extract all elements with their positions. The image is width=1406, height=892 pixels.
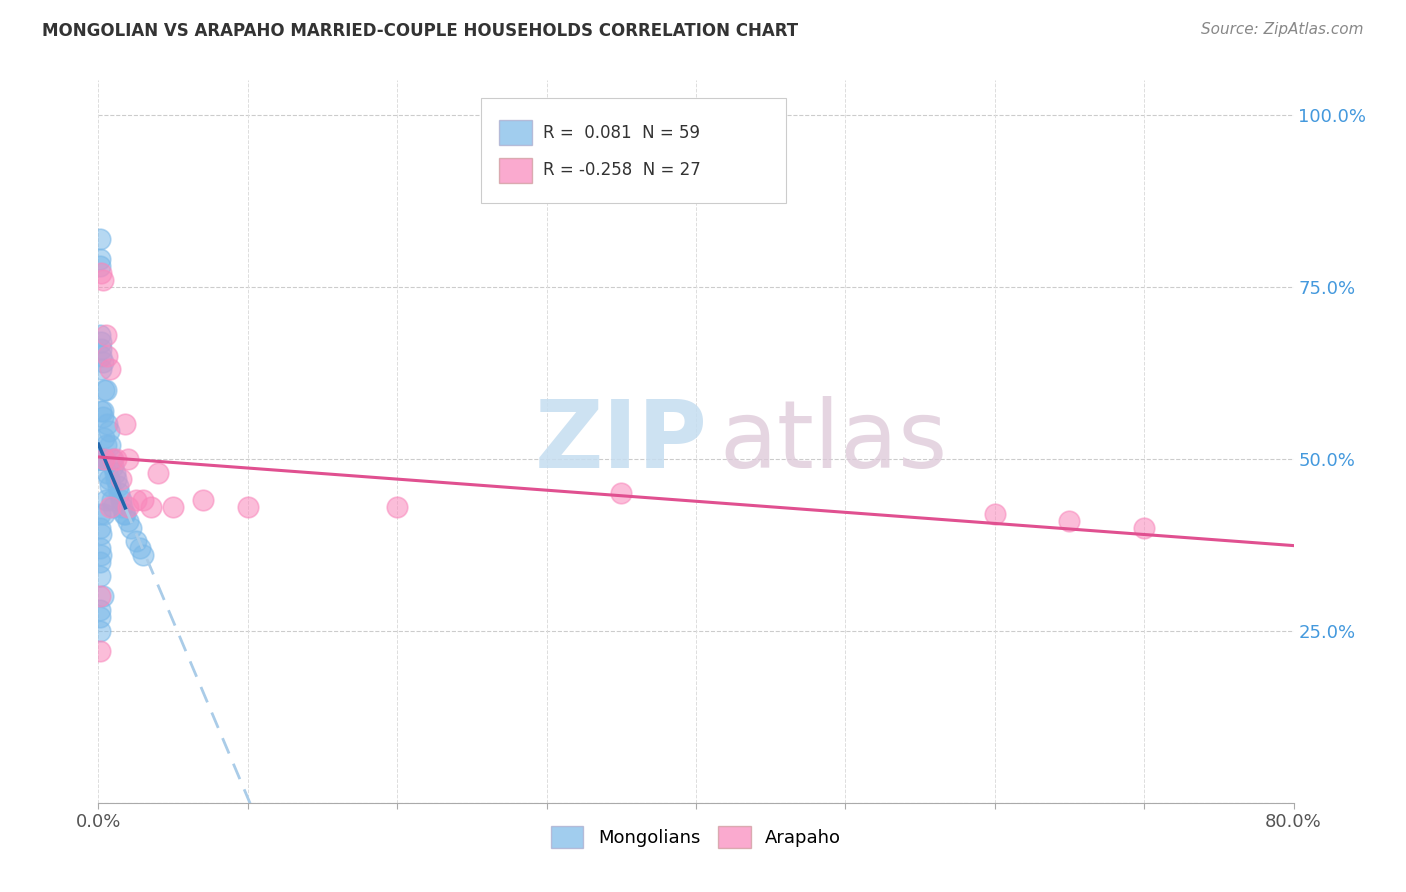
Point: [117, 500, 139, 514]
Point: [89, 327, 111, 342]
Point: [108, 486, 131, 500]
Text: R = -0.258  N = 27: R = -0.258 N = 27: [543, 161, 700, 179]
Point: [89, 231, 111, 245]
FancyBboxPatch shape: [481, 98, 786, 203]
Point: [89, 610, 111, 624]
Legend: Mongolians, Arapaho: Mongolians, Arapaho: [544, 819, 848, 855]
Point: [93, 507, 115, 521]
Point: [610, 486, 633, 500]
Point: [96, 466, 118, 480]
Point: [93, 451, 115, 466]
Point: [90, 527, 112, 541]
Point: [101, 451, 124, 466]
Text: MONGOLIAN VS ARAPAHO MARRIED-COUPLE HOUSEHOLDS CORRELATION CHART: MONGOLIAN VS ARAPAHO MARRIED-COUPLE HOUS…: [42, 22, 799, 40]
Point: [91, 451, 114, 466]
Point: [91, 273, 114, 287]
Point: [139, 500, 162, 514]
Point: [132, 493, 155, 508]
Text: Source: ZipAtlas.com: Source: ZipAtlas.com: [1201, 22, 1364, 37]
Point: [125, 534, 148, 549]
Point: [96, 417, 118, 432]
Point: [90, 403, 112, 417]
Point: [103, 458, 125, 473]
Point: [93, 383, 115, 397]
Point: [1133, 520, 1156, 534]
FancyBboxPatch shape: [499, 158, 533, 183]
Point: [107, 479, 129, 493]
Point: [98, 362, 122, 376]
Point: [90, 362, 112, 376]
Point: [89, 541, 111, 556]
Point: [984, 507, 1007, 521]
Point: [90, 266, 112, 280]
Point: [98, 438, 122, 452]
Point: [110, 472, 132, 486]
Point: [91, 410, 114, 425]
Point: [89, 451, 111, 466]
Point: [114, 507, 136, 521]
Point: [191, 493, 214, 508]
Point: [105, 472, 128, 486]
Text: ZIP: ZIP: [534, 395, 707, 488]
Point: [91, 403, 114, 417]
Point: [101, 493, 124, 508]
Point: [94, 383, 117, 397]
Point: [90, 548, 112, 562]
Point: [104, 466, 127, 480]
Point: [89, 555, 111, 569]
Point: [89, 644, 111, 658]
Point: [89, 451, 111, 466]
Point: [89, 568, 111, 582]
Point: [98, 479, 122, 493]
Point: [90, 342, 112, 356]
Point: [236, 500, 259, 514]
Point: [89, 603, 111, 617]
Point: [89, 507, 111, 521]
Point: [112, 507, 135, 521]
Point: [89, 624, 111, 638]
Point: [103, 451, 125, 466]
Point: [94, 438, 117, 452]
Point: [125, 493, 148, 508]
Point: [129, 541, 152, 556]
Point: [117, 451, 139, 466]
Point: [162, 500, 184, 514]
FancyBboxPatch shape: [499, 120, 533, 145]
Point: [105, 451, 128, 466]
Point: [148, 466, 170, 480]
Text: atlas: atlas: [720, 395, 948, 488]
Point: [103, 500, 125, 514]
Point: [91, 355, 114, 369]
Point: [117, 514, 139, 528]
Text: R =  0.081  N = 59: R = 0.081 N = 59: [543, 124, 700, 142]
Point: [89, 451, 111, 466]
Point: [97, 424, 120, 438]
Point: [96, 349, 118, 363]
Point: [94, 493, 117, 508]
Point: [97, 472, 120, 486]
Point: [114, 417, 136, 432]
Point: [90, 334, 112, 349]
Point: [91, 590, 114, 604]
Point: [90, 349, 112, 363]
Point: [89, 451, 111, 466]
Point: [89, 590, 111, 604]
Point: [98, 500, 122, 514]
Point: [120, 520, 142, 534]
Point: [89, 259, 111, 273]
Point: [89, 252, 111, 267]
Point: [1059, 514, 1081, 528]
Point: [89, 520, 111, 534]
Point: [93, 431, 115, 445]
Point: [110, 493, 132, 508]
Point: [385, 500, 409, 514]
Point: [94, 327, 117, 342]
Point: [132, 548, 155, 562]
Point: [111, 500, 134, 514]
Point: [89, 451, 111, 466]
Point: [89, 451, 111, 466]
